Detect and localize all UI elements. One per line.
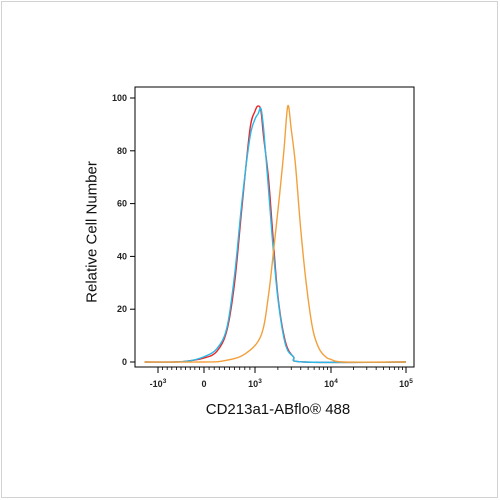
y-axis: 0 20 40 60 80 100 xyxy=(112,93,135,367)
series-layer xyxy=(144,104,407,364)
y-tick-label: 0 xyxy=(122,357,127,367)
histogram-series-3 xyxy=(144,104,407,363)
x-axis-label: CD213a1-ABflo® 488 xyxy=(205,401,351,418)
y-tick-label: 100 xyxy=(112,93,127,103)
y-tick-label: 40 xyxy=(117,251,127,261)
y-tick-label: 20 xyxy=(117,304,127,314)
y-tick-label: 80 xyxy=(117,146,127,156)
x-tick-label: 104 xyxy=(324,378,338,389)
x-tick-label: 105 xyxy=(399,378,413,389)
y-axis-label: Relative Cell Number xyxy=(83,161,101,303)
plot-area xyxy=(134,86,415,368)
x-tick-label: 0 xyxy=(201,379,206,389)
x-axis: -103 0 103 104 105 xyxy=(150,367,413,389)
histogram-series-2 xyxy=(144,107,407,364)
y-tick-label: 60 xyxy=(117,199,127,209)
x-tick-label: 103 xyxy=(248,378,262,389)
x-tick-label: -103 xyxy=(150,378,167,389)
